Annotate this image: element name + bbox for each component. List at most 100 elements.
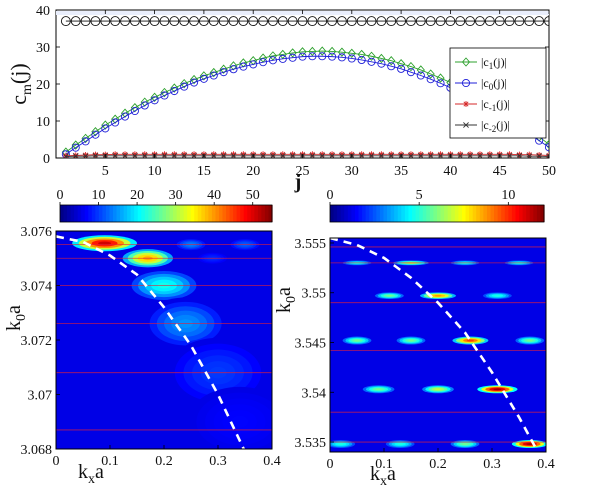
data-point: [307, 16, 318, 27]
data-point: [388, 152, 395, 158]
colorbar-tick-label: 0: [327, 188, 334, 203]
colorbar-segment: [454, 205, 459, 222]
data-point: [367, 57, 376, 66]
heatmap-background: [330, 238, 546, 452]
heatmap-right-y-label-sub: 0: [284, 296, 299, 303]
heatmap-left-y-label: k0a: [3, 305, 29, 331]
colorbar-segment: [522, 205, 527, 222]
colorbar-segment: [330, 205, 335, 222]
heatmap-left: 0 10 20 30 40 50 0 0.1 0.2 0.3 0.4 3.068 3.07 3.072 3…: [3, 188, 281, 487]
data-point: [546, 153, 549, 158]
legend: |c1(j)| |c0(j)| |c-1(j)| |c-2(j)|: [449, 47, 547, 139]
data-point: [80, 16, 91, 27]
data-point: [484, 16, 495, 27]
data-point: [219, 64, 228, 74]
colorbar-frame: [59, 204, 273, 223]
data-point: [120, 16, 130, 27]
heatmap-left-y-label-suffix: a: [3, 305, 25, 314]
colorbar-segment: [173, 205, 178, 222]
colorbar-segment: [447, 205, 452, 222]
data-point: [101, 124, 110, 133]
data-point: [101, 120, 110, 130]
data-point: [506, 151, 513, 158]
heatmap-blob: [466, 339, 474, 342]
colorbar-segment: [116, 205, 121, 222]
colorbar-segment: [533, 205, 538, 222]
data-point: [386, 16, 397, 27]
data-point: [159, 16, 170, 27]
colorbar-segment: [208, 205, 213, 222]
y-axis-label: cm(j): [6, 63, 35, 104]
colorbar-segment: [351, 205, 356, 222]
data-point: [387, 62, 396, 71]
colorbar-segment: [461, 205, 467, 222]
data-point: [387, 56, 396, 66]
data-point: [476, 151, 483, 158]
heatmap-blob: [386, 295, 393, 297]
data-point: [494, 16, 505, 27]
colorbar-segment: [476, 205, 481, 222]
data-point: [160, 91, 169, 100]
colorbar-segment: [183, 205, 188, 222]
data-point: [378, 151, 385, 158]
colorbar-segment: [155, 205, 160, 222]
colorbar-segment: [365, 205, 370, 222]
data-point: [238, 16, 249, 27]
y-tick-label: 0: [43, 152, 50, 167]
colorbar-segment: [257, 205, 262, 222]
data-point: [150, 96, 159, 105]
data-point: [140, 97, 149, 107]
colorbar-segment: [151, 205, 156, 222]
heatmap-blob: [462, 443, 468, 445]
data-point: [189, 74, 199, 85]
data-point: [141, 152, 148, 158]
dashed-dispersion-curve: [56, 235, 246, 449]
colorbar-segment: [494, 205, 499, 222]
data-point: [318, 46, 327, 56]
data-point: [81, 137, 90, 146]
data-point: [92, 151, 99, 158]
colorbar-segment: [387, 205, 392, 222]
data-point: [427, 151, 434, 158]
data-point: [309, 151, 316, 158]
data-point: [526, 153, 533, 158]
data-point: [437, 152, 444, 158]
x-tick-label: 0: [327, 457, 334, 472]
colorbar-segment: [508, 205, 513, 222]
legend-entry-label: |c0(j)|: [481, 76, 507, 92]
data-point: [131, 152, 138, 158]
data-point: [475, 16, 485, 27]
colorbar-segment: [372, 205, 377, 222]
data-point: [218, 16, 229, 27]
colorbar-segment: [268, 205, 273, 222]
data-point: [467, 151, 474, 158]
data-point: [437, 151, 444, 158]
colorbar-segment: [344, 205, 349, 222]
legend-marker: [463, 122, 469, 128]
y-tick-label: 3.54: [302, 386, 327, 401]
data-point: [504, 16, 515, 27]
colorbar-segment: [497, 205, 502, 222]
heatmap-right-x-label-main: k: [370, 463, 380, 485]
heatmap-left-y-label-main: k: [3, 321, 25, 331]
colorbar-tick-label: 10: [92, 188, 106, 203]
colorbar-segment: [404, 205, 410, 222]
colorbar-segment: [166, 205, 171, 222]
data-point: [120, 112, 130, 121]
data-point: [111, 114, 120, 124]
colorbar-segment: [472, 205, 477, 222]
y-tick-label: 3.068: [21, 443, 53, 458]
colorbar-segment: [67, 205, 72, 222]
data-point: [189, 16, 199, 27]
colorbar-segment: [394, 205, 399, 222]
data-point: [220, 151, 227, 158]
heatmap-blob: [354, 339, 360, 342]
data-point: [258, 16, 269, 27]
colorbar-tick-label: 40: [207, 188, 221, 203]
data-point: [378, 152, 385, 158]
colorbar-segment: [102, 205, 107, 222]
series-line-3: [65, 155, 549, 157]
data-point: [170, 86, 179, 96]
data-point: [417, 152, 424, 158]
x-tick-label: 0.1: [101, 454, 119, 469]
